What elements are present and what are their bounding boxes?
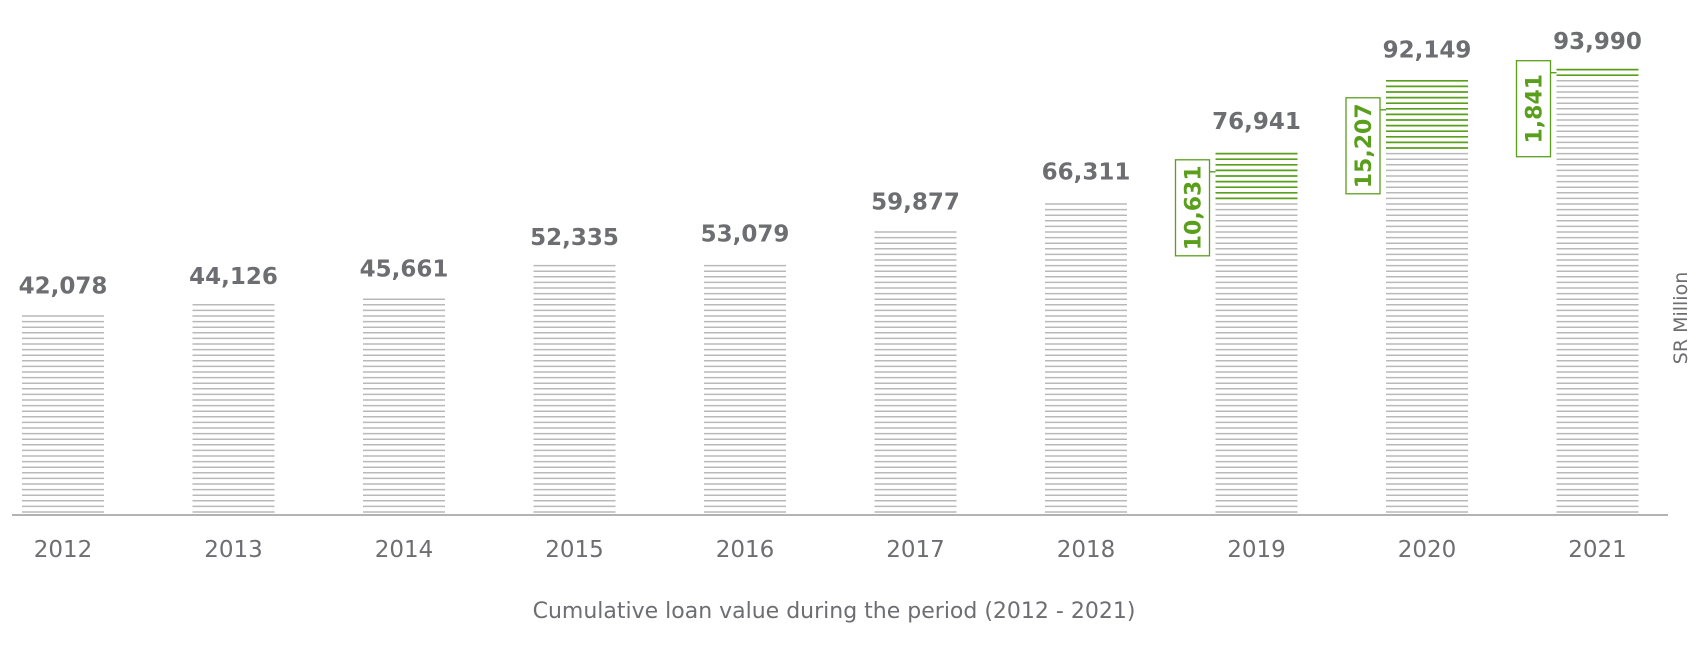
value-label-2017: 59,877 xyxy=(871,190,960,216)
value-label-2016: 53,079 xyxy=(701,222,790,248)
increase-box-2019 xyxy=(1174,159,1211,257)
bar-2016 xyxy=(704,264,786,513)
x-tick-2019: 2019 xyxy=(1227,537,1286,563)
x-tick-2018: 2018 xyxy=(1057,537,1116,563)
x-tick-2015: 2015 xyxy=(545,537,604,563)
increase-label-2020: 15,207 xyxy=(1352,103,1377,188)
x-axis-title: Cumulative loan value during the period … xyxy=(533,599,1136,624)
value-label-2015: 52,335 xyxy=(530,225,619,251)
bar-2021 xyxy=(1556,68,1639,513)
increase-label-2019: 10,631 xyxy=(1182,165,1207,250)
x-tick-2012: 2012 xyxy=(34,537,93,563)
value-label-2019: 76,941 xyxy=(1212,109,1301,135)
bars-layer xyxy=(22,68,1639,513)
bar-2012 xyxy=(22,315,104,513)
bar-2015 xyxy=(533,264,616,513)
bar-2018 xyxy=(1045,203,1127,513)
value-label-2014: 45,661 xyxy=(360,257,449,283)
bar-2017 xyxy=(874,231,957,513)
y-axis-unit-label: SR Million xyxy=(1670,272,1692,364)
x-tick-2017: 2017 xyxy=(886,537,945,563)
increase-layer: 10,631 15,207 1,841 xyxy=(1174,60,1557,257)
labels-layer: 42,078 2012 44,126 2013 45,661 2014 52,335 2015… xyxy=(19,29,1642,563)
value-label-2020: 92,149 xyxy=(1383,38,1472,64)
x-tick-2016: 2016 xyxy=(716,537,775,563)
increase-box-2020 xyxy=(1345,97,1381,195)
bar-2013 xyxy=(192,304,275,513)
increase-box-2021 xyxy=(1515,60,1552,158)
bar-2019 xyxy=(1215,152,1298,513)
value-label-2012: 42,078 xyxy=(19,274,108,300)
x-tick-2013: 2013 xyxy=(204,537,263,563)
value-label-2018: 66,311 xyxy=(1042,159,1131,185)
increase-label-2021: 1,841 xyxy=(1523,74,1548,144)
value-label-2021: 93,990 xyxy=(1553,29,1642,55)
value-label-2013: 44,126 xyxy=(189,264,278,290)
x-tick-2014: 2014 xyxy=(375,537,434,563)
bar-2020 xyxy=(1386,79,1468,513)
bar-2014 xyxy=(363,298,445,513)
x-tick-2020: 2020 xyxy=(1398,537,1457,563)
x-tick-2021: 2021 xyxy=(1568,537,1627,563)
